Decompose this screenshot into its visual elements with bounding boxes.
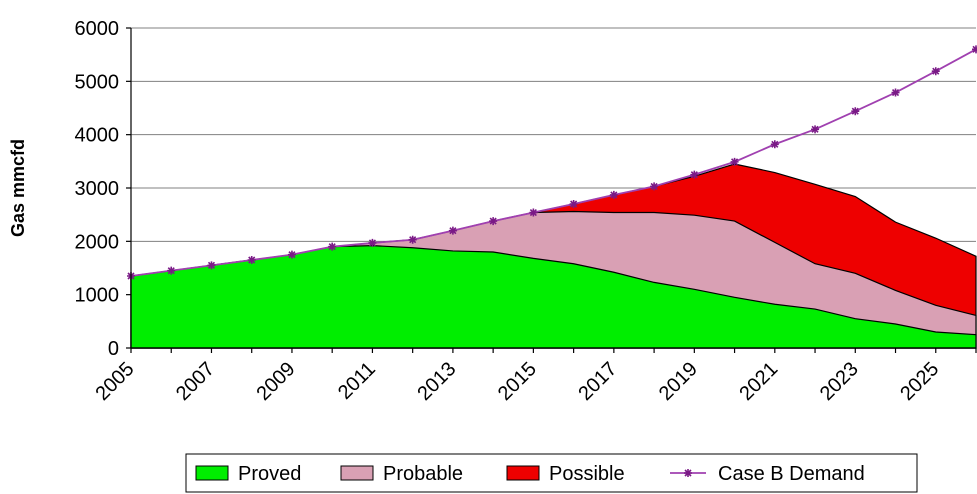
y-tick-label: 5000 [75,71,120,93]
demand-point-2015 [529,208,538,217]
demand-point-2026 [972,45,977,54]
demand-point-2022 [811,125,820,134]
x-tick-label: 2017 [574,358,621,405]
legend-swatch-possible [506,465,540,481]
demand-point-2007 [207,261,216,270]
demand-point-2012 [408,235,417,244]
demand-point-2008 [247,256,256,264]
demand-series [127,45,977,280]
demand-point-2009 [287,250,296,259]
x-tick-label: 2019 [655,358,702,405]
y-tick-label: 2000 [75,231,120,253]
y-axis-label: Gas mmcfd [8,139,28,237]
demand-line [130,48,977,277]
x-tick-label: 2005 [92,358,139,405]
y-tick-label: 4000 [75,125,120,147]
x-tick-label: 2015 [494,358,541,405]
area-layers [130,163,977,349]
legend-label-possible: Possible [549,463,625,485]
x-tick-label: 2009 [252,358,299,405]
y-tick-label: 1000 [75,285,120,307]
demand-point-2017 [609,190,618,199]
demand-point-2021 [770,140,779,149]
y-axis-ticks: 0 1000 2000 3000 4000 5000 6000 [75,18,131,360]
x-tick-label: 2013 [413,358,460,405]
x-tick-label: 2025 [896,358,943,405]
demand-point-2014 [489,217,498,226]
demand-point-2018 [650,182,659,191]
demand-point-2013 [448,226,457,235]
legend-marker-case-b-demand [684,469,692,477]
legend-swatch-probable [340,465,374,481]
legend-label-probable: Probable [383,463,463,485]
legend-swatch-proved [195,465,229,481]
y-tick-label: 6000 [75,18,120,40]
demand-point-2016 [569,200,578,208]
demand-point-2006 [167,266,176,275]
x-tick-label: 2011 [334,358,380,404]
legend-box [185,453,918,493]
legend-label-proved: Proved [238,463,301,485]
demand-point-2019 [690,170,699,179]
y-tick-label: 0 [108,338,119,360]
demand-point-2024 [891,88,900,97]
demand-point-2025 [931,67,940,76]
demand-point-2020 [730,157,739,166]
x-axis-ticks: 2005 2007 2009 2011 2013 2015 2017 2019 2021 2023… [92,348,977,405]
legend: Proved Probable Possible Case B Demand [185,453,918,493]
legend-label-case-b-demand: Case B Demand [718,463,865,485]
demand-point-2023 [851,107,860,116]
x-tick-label: 2021 [735,358,782,405]
x-tick-label: 2007 [172,358,219,405]
x-tick-label: 2023 [816,358,863,405]
demand-point-2011 [368,238,377,247]
y-tick-label: 3000 [75,178,120,200]
demand-point-2010 [328,242,337,251]
